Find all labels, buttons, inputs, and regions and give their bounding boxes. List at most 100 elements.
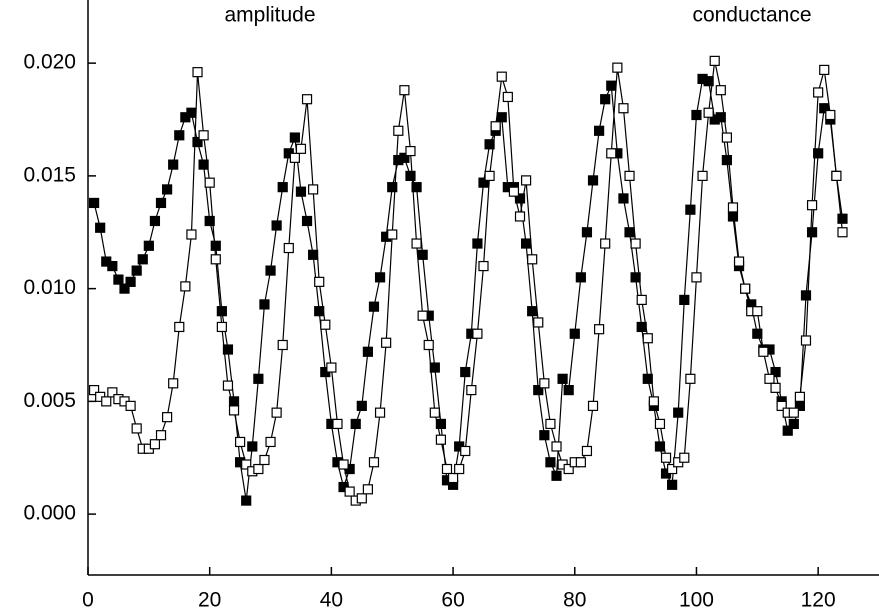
marker — [350, 418, 361, 430]
marker — [259, 299, 270, 310]
marker — [320, 319, 331, 330]
marker — [715, 85, 726, 96]
marker — [228, 405, 240, 416]
marker — [393, 125, 404, 136]
series-line — [93, 60, 844, 502]
marker — [788, 418, 799, 430]
marker — [460, 445, 471, 457]
marker — [587, 400, 599, 411]
marker — [545, 457, 556, 468]
marker — [162, 184, 173, 195]
marker — [362, 346, 373, 357]
marker — [819, 103, 830, 114]
marker — [703, 76, 714, 87]
marker — [764, 373, 775, 384]
marker — [788, 407, 799, 418]
marker — [174, 321, 185, 333]
marker — [606, 148, 617, 159]
marker — [721, 154, 732, 166]
marker — [405, 170, 416, 181]
marker — [356, 400, 367, 411]
marker — [776, 400, 787, 411]
marker — [563, 384, 574, 396]
marker — [612, 62, 623, 73]
marker — [484, 170, 495, 181]
marker — [752, 328, 763, 339]
marker — [727, 202, 739, 213]
marker — [265, 265, 276, 276]
marker — [155, 430, 167, 441]
marker — [533, 384, 544, 396]
marker — [758, 346, 769, 357]
marker — [806, 227, 818, 238]
x-tick-label: 60 — [441, 589, 464, 612]
marker — [289, 152, 300, 163]
marker — [253, 463, 264, 475]
marker — [800, 335, 812, 346]
marker — [618, 103, 629, 114]
marker — [539, 430, 550, 441]
x-tick-label: 80 — [563, 589, 586, 612]
marker — [143, 240, 154, 251]
marker — [101, 396, 112, 407]
marker — [155, 197, 167, 209]
marker — [606, 80, 617, 91]
marker — [435, 434, 447, 445]
marker — [168, 378, 179, 389]
marker — [314, 306, 325, 317]
marker — [472, 238, 483, 249]
marker — [551, 470, 562, 481]
marker — [429, 407, 440, 418]
marker — [241, 495, 252, 506]
marker — [186, 229, 197, 240]
marker — [642, 333, 653, 344]
marker — [466, 384, 477, 396]
marker — [575, 457, 586, 468]
marker — [88, 197, 100, 209]
marker — [478, 177, 489, 188]
marker — [679, 452, 690, 463]
marker — [295, 143, 307, 154]
marker — [301, 215, 313, 227]
marker — [362, 484, 373, 495]
marker — [594, 125, 605, 136]
marker — [222, 380, 234, 391]
marker — [131, 265, 142, 276]
marker — [709, 55, 720, 66]
marker — [381, 337, 392, 348]
marker — [228, 396, 240, 407]
marker — [484, 139, 495, 150]
marker — [247, 441, 258, 452]
marker — [368, 301, 380, 312]
marker — [308, 184, 319, 195]
marker — [545, 418, 556, 430]
x-tick-label: 100 — [679, 589, 714, 612]
marker — [703, 107, 714, 118]
marker — [563, 463, 574, 475]
marker — [235, 436, 246, 448]
marker — [691, 109, 702, 121]
marker — [454, 463, 465, 475]
marker — [837, 213, 848, 224]
marker — [636, 321, 647, 333]
marker — [277, 339, 288, 351]
marker — [654, 441, 666, 452]
marker — [295, 186, 307, 197]
marker — [107, 387, 118, 398]
marker — [581, 227, 593, 238]
marker — [600, 94, 611, 105]
marker — [527, 306, 538, 317]
marker — [806, 200, 818, 211]
marker — [667, 463, 678, 475]
marker — [551, 441, 562, 452]
marker — [478, 260, 489, 272]
marker — [411, 238, 422, 249]
marker — [399, 85, 410, 96]
marker — [186, 107, 197, 118]
marker — [301, 94, 313, 105]
marker — [387, 182, 398, 193]
marker — [594, 324, 605, 335]
marker — [423, 339, 434, 351]
marker — [679, 294, 690, 306]
